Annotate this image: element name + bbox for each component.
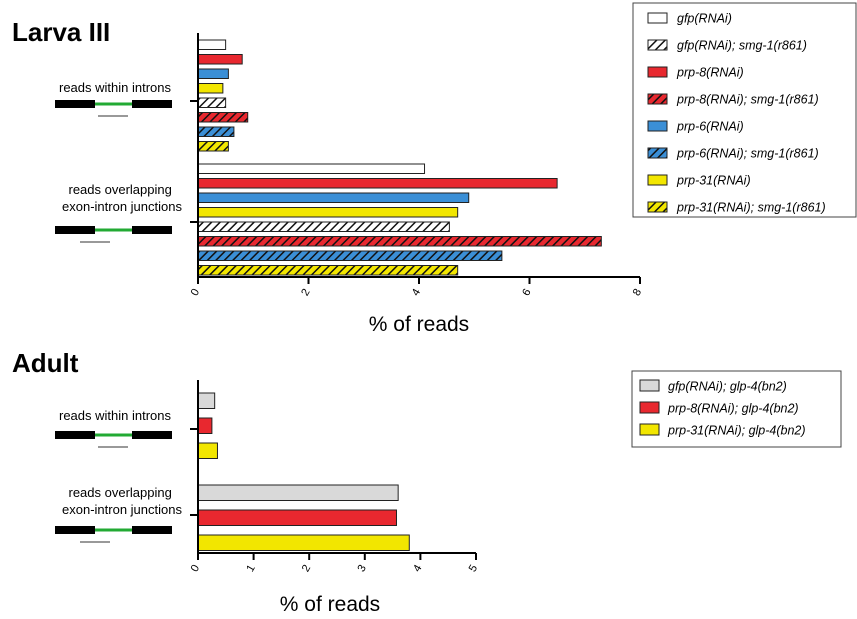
legend-label: prp-31(RNAi); smg-1(r861) [676,201,826,215]
x-tick-label: 8 [631,287,644,298]
bar-prp-31-rnai-smg-1-r861 [197,265,459,276]
bar-prp-31-rnai-glp-4-bn2 [197,442,218,459]
bar-gfp-rnai [197,163,426,174]
legend-box [632,2,857,218]
x-tick-group: 0 2 4 6 8 [189,277,644,298]
bar-prp-6-rnai-smg-1-r861 [197,126,235,137]
legend: gfp(RNAi) gfp(RNAi); smg-1(r861) prp-8(RNA… [647,12,826,215]
junction-schematic-icon [55,226,172,243]
bar-gfp-rnai-glp-4-bn2 [197,484,399,501]
bar-gfp-rnai-smg-1-r861 [197,221,450,232]
legend-label: prp-8(RNAi); glp-4(bn2) [667,402,799,416]
x-tick-label: 4 [410,287,423,298]
category-label-line: exon-intron junctions [62,502,182,517]
bar-prp-31-rnai [197,207,459,218]
legend-swatch [647,120,668,132]
x-tick-label: 2 [299,287,312,298]
legend-swatch [639,401,660,414]
bar-group [197,392,410,551]
legend: gfp(RNAi); glp-4(bn2) prp-8(RNAi); glp-4(… [639,379,806,438]
category-label-line: reads within introns [59,80,171,95]
legend-swatch [647,174,668,186]
legend-swatch [639,379,660,392]
bar-prp-8-rnai [197,54,243,65]
category-label: reads within introns [59,408,171,423]
legend-swatch [647,12,668,24]
legend-swatch [639,423,660,436]
category-label: reads overlapping exon-intron junctions [62,182,182,214]
bar-prp-8-rnai [197,178,558,189]
legend-swatch [647,39,668,51]
x-tick-label: 4 [411,563,424,574]
legend-label: gfp(RNAi) [677,12,732,26]
bar-prp-6-rnai-smg-1-r861 [197,250,503,261]
legend-label: gfp(RNAi); glp-4(bn2) [668,380,787,394]
bar-prp-8-rnai-smg-1-r861 [197,112,249,123]
x-tick-label: 1 [244,563,257,574]
bar-gfp-rnai [197,39,227,50]
legend-swatch [647,147,668,159]
x-axis-title: % of reads [369,313,469,336]
legend-label: prp-6(RNAi) [676,120,744,134]
category-label: reads overlapping exon-intron junctions [62,485,182,517]
bar-prp-31-rnai-smg-1-r861 [197,141,229,152]
bar-prp-31-rnai [197,83,224,94]
legend-box [631,370,842,448]
bar-gfp-rnai-glp-4-bn2 [197,392,216,409]
legend-label: prp-6(RNAi); smg-1(r861) [676,147,819,161]
legend-label: gfp(RNAi); smg-1(r861) [677,39,807,53]
legend-label: prp-8(RNAi); smg-1(r861) [676,93,819,107]
x-tick-label: 5 [467,563,480,574]
bar-prp-8-rnai-smg-1-r861 [197,236,602,247]
intron-schematic-icon [55,431,172,448]
legend-label: prp-31(RNAi); glp-4(bn2) [667,424,806,438]
bar-prp-8-rnai-glp-4-bn2 [197,417,213,434]
category-label-line: reads overlapping [69,182,172,197]
legend-label: prp-31(RNAi) [676,174,751,188]
category-label-line: exon-intron junctions [62,199,182,214]
x-tick-label: 6 [520,287,533,298]
bar-prp-6-rnai [197,192,470,203]
legend-swatch [647,93,668,105]
x-tick-group: 0 1 2 3 4 5 [189,553,480,574]
panel-larva: Larva III reads within introns reads ove… [12,2,857,336]
bar-prp-6-rnai [197,68,229,79]
x-tick-label: 0 [189,287,202,298]
intron-schematic-icon [55,100,172,117]
category-label-line: reads overlapping [69,485,172,500]
bar-group [197,39,602,276]
x-axis-title: % of reads [280,593,380,616]
panel-title: Larva III [12,17,110,47]
legend-label: prp-8(RNAi) [676,66,744,80]
legend-swatch [647,201,668,213]
x-tick-label: 2 [300,563,313,574]
bar-prp-8-rnai-glp-4-bn2 [197,509,397,526]
panel-adult: Adult reads within introns reads overlap… [12,348,842,616]
category-label: reads within introns [59,80,171,95]
panel-title: Adult [12,348,79,378]
junction-schematic-icon [55,526,172,543]
legend-swatch [647,66,668,78]
x-tick-label: 0 [189,563,202,574]
x-tick-label: 3 [355,563,368,574]
bar-gfp-rnai-smg-1-r861 [197,97,227,108]
bar-prp-31-rnai-glp-4-bn2 [197,534,410,551]
category-label-line: reads within introns [59,408,171,423]
